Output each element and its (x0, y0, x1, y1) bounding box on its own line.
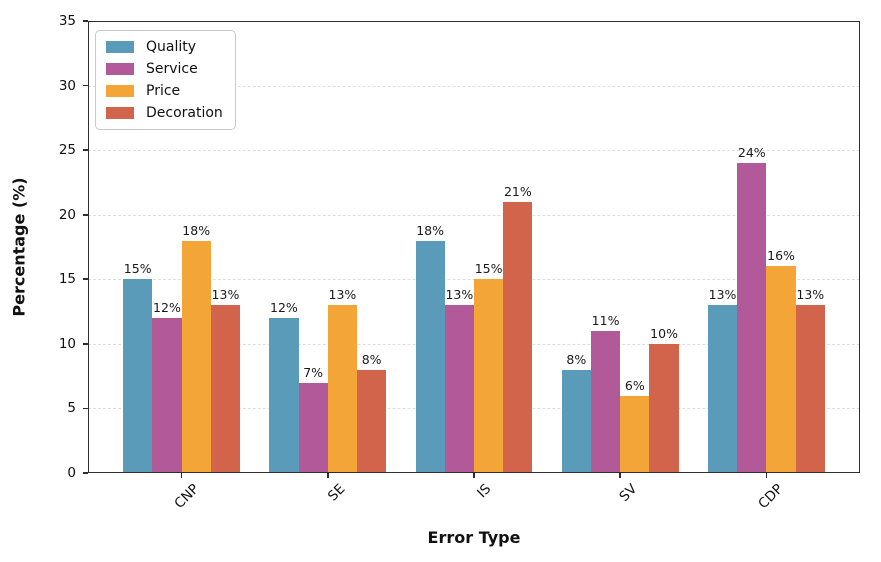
bar-quality-cdp (707, 305, 738, 473)
y-tick-label: 35 (58, 13, 76, 29)
gridline (88, 214, 860, 216)
bar-value-label: 11% (591, 312, 620, 328)
bar-decoration-sv (649, 343, 679, 473)
bar-decoration-se (357, 369, 387, 473)
plot-area: 15% 12% 18% 13% 12% 7% 13% 8% 18% 13% 15% 21% 8% 11% 6… (88, 21, 860, 473)
y-tick-mark (83, 278, 88, 281)
y-tick-label: 10 (58, 335, 76, 352)
gridline (88, 150, 860, 152)
x-tick-mark (619, 473, 621, 478)
y-tick-mark (83, 472, 88, 474)
decoration-swatch-icon (106, 107, 134, 119)
y-tick-mark (83, 84, 88, 87)
x-tick-mark (180, 473, 183, 478)
legend-item-price: Price (106, 83, 223, 99)
bar-price-cnp (181, 240, 211, 473)
bar-value-label: 15% (123, 261, 152, 277)
bar-value-label: 6% (624, 377, 645, 393)
bar-value-label: 18% (416, 222, 445, 238)
y-tick-mark (83, 149, 88, 151)
y-tick-label: 15 (58, 271, 76, 288)
bar-value-label: 16% (767, 248, 795, 264)
y-tick-mark (83, 343, 88, 345)
quality-swatch-icon (106, 41, 134, 53)
bar-quality-cnp (123, 279, 153, 473)
bar-value-label: 24% (737, 145, 766, 161)
y-tick-label: 0 (67, 465, 76, 481)
y-tick-label: 5 (67, 400, 76, 417)
x-tick-mark (765, 473, 768, 478)
bar-service-cnp (152, 318, 182, 473)
bar-service-se (298, 382, 328, 473)
bar-value-label: 13% (708, 287, 737, 303)
bar-service-sv (590, 330, 621, 473)
legend-label: Decoration (146, 105, 223, 121)
legend-label: Price (146, 83, 181, 99)
bar-value-label: 10% (650, 325, 678, 341)
bar-quality-se (269, 318, 299, 473)
x-tick-mark (326, 473, 329, 478)
bar-value-label: 13% (796, 287, 825, 303)
bar-value-label: 15% (474, 261, 503, 277)
x-tick-label: SV (616, 481, 641, 505)
x-tick-mark (473, 473, 475, 478)
bar-quality-is (415, 240, 445, 473)
bar-decoration-is (503, 201, 533, 473)
bar-price-cdp (766, 266, 796, 473)
bar-value-label: 13% (211, 287, 240, 303)
gridline (88, 85, 860, 87)
bar-value-label: 7% (303, 364, 324, 380)
y-tick-label: 30 (58, 77, 76, 94)
bar-value-label: 13% (445, 287, 474, 303)
bar-value-label: 18% (182, 222, 211, 238)
x-tick-label: SE (324, 481, 349, 505)
x-tick-label: IS (474, 481, 495, 502)
price-swatch-icon (106, 85, 134, 97)
x-tick-label: CDP (755, 481, 787, 513)
bar-value-label: 8% (566, 351, 587, 367)
bar-service-is (444, 305, 474, 473)
y-tick-mark (83, 213, 88, 216)
legend-item-decoration: Decoration (106, 105, 223, 121)
x-axis-title: Error Type (427, 528, 521, 547)
service-swatch-icon (106, 63, 134, 75)
bar-decoration-cdp (795, 305, 825, 473)
legend: Quality Service Price Decoration (95, 30, 236, 130)
y-tick-label: 25 (58, 142, 76, 159)
y-tick-mark (83, 407, 88, 410)
bar-service-cdp (737, 163, 767, 473)
bar-quality-sv (561, 369, 591, 473)
bar-value-label: 13% (328, 287, 357, 303)
legend-label: Service (146, 61, 198, 77)
bar-value-label: 12% (153, 300, 181, 316)
bar-value-label: 8% (361, 351, 382, 367)
bar-value-label: 21% (503, 183, 532, 199)
bar-value-label: 12% (270, 300, 298, 316)
legend-item-quality: Quality (106, 39, 223, 55)
bar-price-sv (620, 395, 650, 473)
legend-label: Quality (146, 39, 197, 55)
legend-item-service: Service (106, 61, 223, 77)
y-tick-label: 20 (58, 206, 76, 223)
y-tick-mark (83, 20, 88, 22)
bar-price-is (474, 279, 504, 473)
bar-price-se (327, 305, 358, 473)
x-tick-label: CNP (170, 481, 202, 512)
bar-decoration-cnp (210, 305, 241, 473)
y-axis-title: Percentage (%) (9, 177, 29, 317)
